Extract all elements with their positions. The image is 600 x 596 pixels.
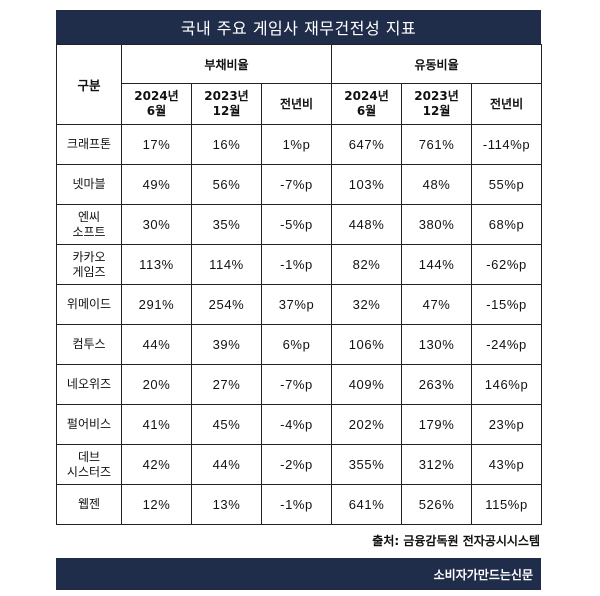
liq-2023-cell: 380% — [401, 204, 473, 245]
debt-2024-cell: 42% — [121, 444, 192, 485]
company-name: 컴투스 — [56, 324, 122, 365]
company-name: 위메이드 — [56, 284, 122, 325]
liq-2024-cell: 82% — [331, 244, 403, 285]
table-row: 네오위즈 20% 27% -7%p 409% 263% 146%p — [56, 364, 543, 405]
liq-2024-cell: 103% — [331, 164, 403, 205]
liq-2023-cell: 47% — [401, 284, 473, 325]
liq-2024-cell: 202% — [331, 404, 403, 445]
table-row: 위메이드 291% 254% 37%p 32% 47% -15%p — [56, 284, 543, 325]
debt-2024-cell: 113% — [121, 244, 192, 285]
table-row: 펄어비스 41% 45% -4%p 202% 179% 23%p — [56, 404, 543, 445]
liq-2023-cell: 144% — [401, 244, 473, 285]
liq-2023-header: 2023년 12월 — [401, 83, 473, 125]
debt-2023-header: 2023년 12월 — [191, 83, 262, 125]
debt-2024-header: 2024년 6월 — [121, 83, 192, 125]
liq-yoy-cell: 146%p — [471, 364, 543, 405]
liq-2024-cell: 409% — [331, 364, 403, 405]
financial-table: 구분 부채비율 유동비율 2024년 6월 2023년 12월 전년비 2024… — [56, 44, 543, 525]
debt-2023-cell: 16% — [191, 124, 262, 165]
debt-yoy-cell: -2%p — [260, 444, 333, 485]
debt-2024-cell: 291% — [121, 284, 192, 325]
debt-2024-cell: 41% — [121, 404, 192, 445]
debt-yoy-cell: -1%p — [260, 244, 333, 285]
debt-yoy-cell: -4%p — [260, 404, 333, 445]
liq-yoy-cell: -24%p — [471, 324, 543, 365]
liq-2024-cell: 355% — [331, 444, 403, 485]
liq-2023-cell: 263% — [401, 364, 473, 405]
debt-2023-cell: 35% — [191, 204, 262, 245]
company-name: 데브 시스터즈 — [56, 444, 122, 485]
liq-2024-header: 2024년 6월 — [331, 83, 403, 125]
debt-ratio-header: 부채비율 — [120, 44, 333, 84]
table-row: 카카오 게임즈 113% 114% -1%p 82% 144% -62%p — [56, 244, 543, 285]
debt-yoy-header: 전년비 — [260, 83, 333, 125]
company-name: 크래프톤 — [56, 124, 122, 165]
table-row: 컴투스 44% 39% 6%p 106% 130% -24%p — [56, 324, 543, 365]
liq-yoy-cell: 43%p — [471, 444, 543, 485]
liq-2024-cell: 647% — [331, 124, 403, 165]
liq-2024-cell: 641% — [331, 484, 403, 525]
source-note: 출처: 금융감독원 전자공시시스템 — [372, 534, 540, 548]
liquidity-ratio-header: 유동비율 — [331, 44, 543, 84]
debt-2024-cell: 44% — [121, 324, 192, 365]
debt-2024-cell: 49% — [121, 164, 192, 205]
company-name: 넷마블 — [56, 164, 122, 205]
liq-2023-cell: 179% — [401, 404, 473, 445]
debt-2023-cell: 39% — [191, 324, 262, 365]
table-row: 넷마블 49% 56% -7%p 103% 48% 55%p — [56, 164, 543, 205]
debt-yoy-cell: -7%p — [260, 164, 333, 205]
table-row: 웹젠 12% 13% -1%p 641% 526% 115%p — [56, 484, 543, 525]
debt-2023-cell: 13% — [191, 484, 262, 525]
company-name: 엔씨 소프트 — [56, 204, 122, 245]
liq-yoy-header: 전년비 — [471, 83, 543, 125]
debt-2024-cell: 30% — [121, 204, 192, 245]
liq-2023-cell: 48% — [401, 164, 473, 205]
debt-2023-cell: 45% — [191, 404, 262, 445]
debt-2023-cell: 254% — [191, 284, 262, 325]
liq-yoy-cell: 68%p — [471, 204, 543, 245]
liq-2024-cell: 106% — [331, 324, 403, 365]
debt-2023-cell: 56% — [191, 164, 262, 205]
company-name: 네오위즈 — [56, 364, 122, 405]
footer-bar: 소비자가만드는신문 — [56, 558, 541, 590]
debt-2024-cell: 20% — [121, 364, 192, 405]
debt-yoy-cell: 6%p — [260, 324, 333, 365]
liq-yoy-cell: -114%p — [471, 124, 543, 165]
liq-2023-cell: 130% — [401, 324, 473, 365]
liq-2023-cell: 312% — [401, 444, 473, 485]
table-row: 크래프톤 17% 16% 1%p 647% 761% -114%p — [56, 124, 543, 165]
company-name: 카카오 게임즈 — [56, 244, 122, 285]
company-name: 웹젠 — [56, 484, 122, 525]
liq-yoy-cell: 55%p — [471, 164, 543, 205]
debt-yoy-cell: -1%p — [260, 484, 333, 525]
debt-yoy-cell: 37%p — [260, 284, 333, 325]
liq-yoy-cell: 23%p — [471, 404, 543, 445]
category-header: 구분 — [56, 44, 122, 125]
debt-yoy-cell: -5%p — [260, 204, 333, 245]
table-row: 데브 시스터즈 42% 44% -2%p 355% 312% 43%p — [56, 444, 543, 485]
publisher-name: 소비자가만드는신문 — [433, 567, 533, 582]
table-title: 국내 주요 게임사 재무건전성 지표 — [56, 10, 541, 44]
table-row: 엔씨 소프트 30% 35% -5%p 448% 380% 68%p — [56, 204, 543, 245]
liq-2024-cell: 448% — [331, 204, 403, 245]
liq-yoy-cell: -15%p — [471, 284, 543, 325]
debt-2023-cell: 44% — [191, 444, 262, 485]
debt-yoy-cell: -7%p — [260, 364, 333, 405]
debt-yoy-cell: 1%p — [260, 124, 333, 165]
liq-2024-cell: 32% — [331, 284, 403, 325]
debt-2023-cell: 114% — [191, 244, 262, 285]
debt-2023-cell: 27% — [191, 364, 262, 405]
debt-2024-cell: 17% — [121, 124, 192, 165]
liq-2023-cell: 526% — [401, 484, 473, 525]
company-name: 펄어비스 — [56, 404, 122, 445]
debt-2024-cell: 12% — [121, 484, 192, 525]
liq-yoy-cell: -62%p — [471, 244, 543, 285]
liq-2023-cell: 761% — [401, 124, 473, 165]
liq-yoy-cell: 115%p — [471, 484, 543, 525]
